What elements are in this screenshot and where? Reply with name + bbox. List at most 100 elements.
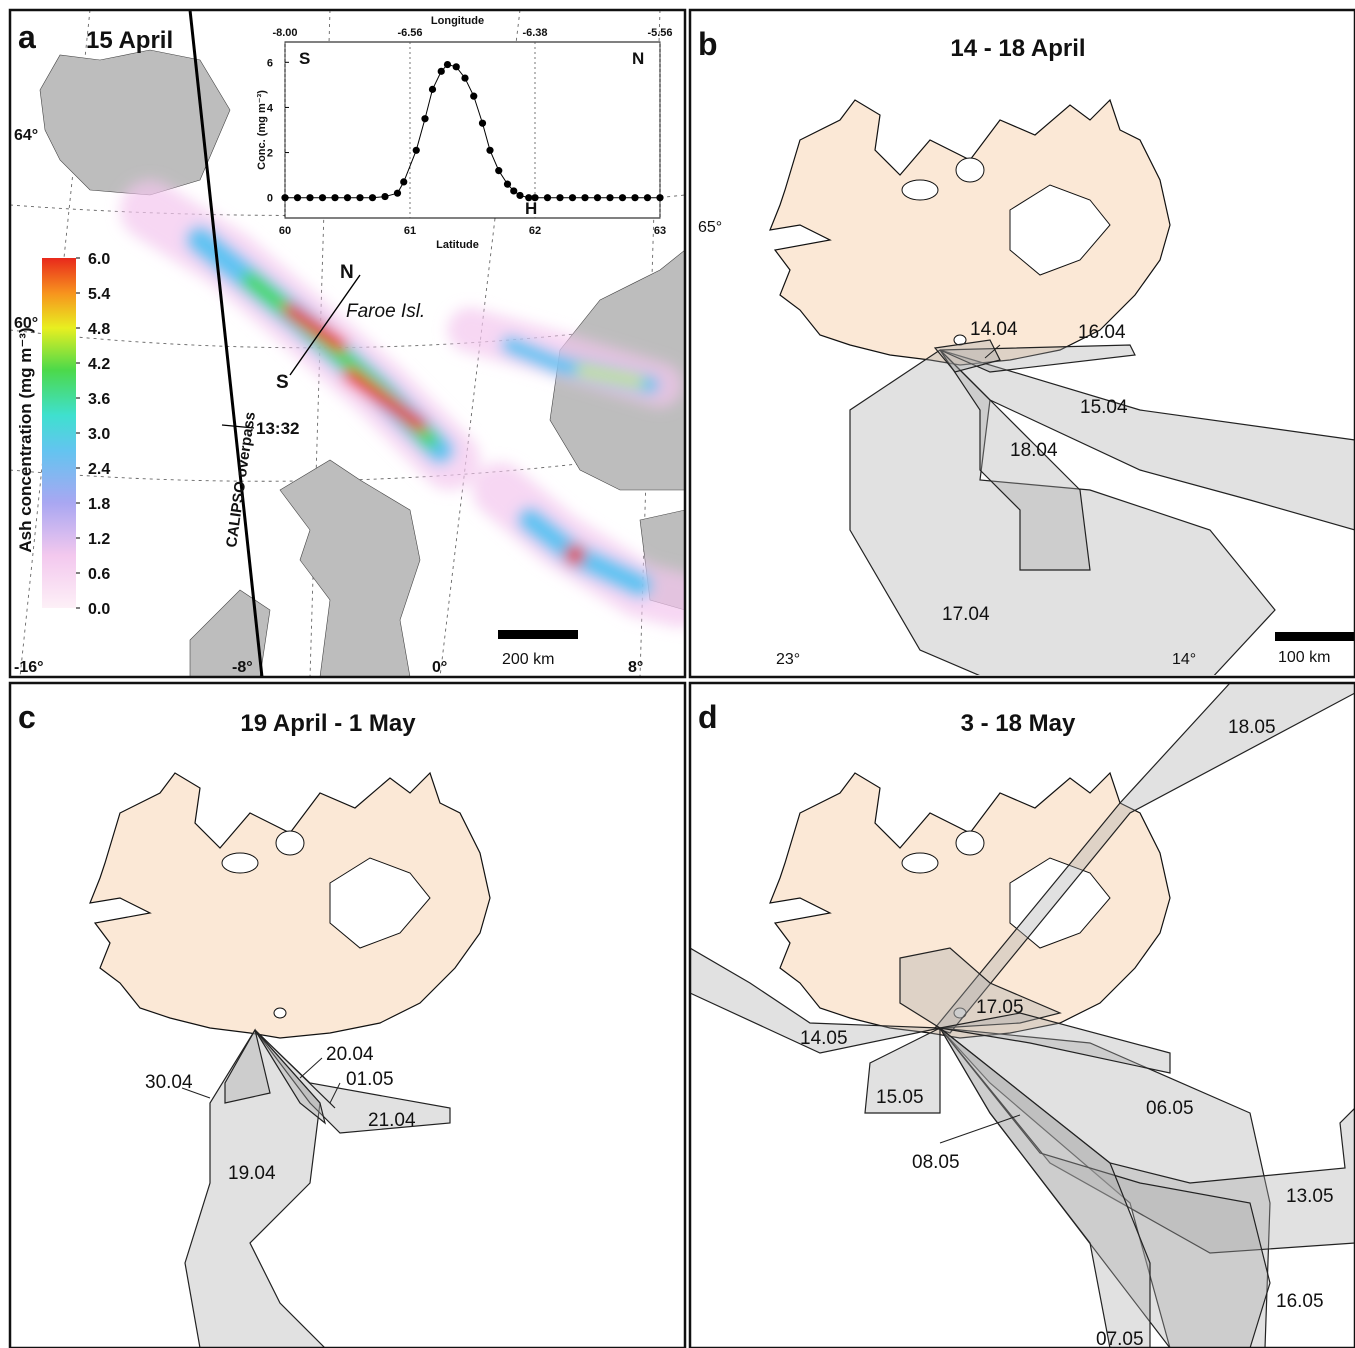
inset-frame: [285, 42, 660, 218]
panel-d: d 3 - 18 May 18.05 17.05 14.05 15.05 06.…: [690, 683, 1355, 1348]
data-point: [486, 147, 493, 154]
colorbar-tick-label: 2.4: [88, 461, 110, 478]
colorbar-tick-label: 6.0: [88, 251, 110, 268]
plume-label: 30.04: [145, 1072, 193, 1093]
plume-label: 20.04: [326, 1044, 374, 1065]
plume-label: 13.05: [1286, 1186, 1334, 1207]
data-point: [619, 194, 626, 201]
scale-bar: [1275, 632, 1355, 641]
overpass-label: CALIPSO overpass: [223, 411, 259, 549]
panel-letter: b: [698, 26, 718, 62]
plume-label: 08.05: [912, 1152, 960, 1173]
lon-label: 0°: [432, 659, 447, 676]
data-point: [306, 194, 313, 201]
data-point: [606, 194, 613, 201]
data-point: [453, 63, 460, 70]
plume-label: 19.04: [228, 1163, 276, 1184]
colorbar-tick-label: 0.6: [88, 566, 110, 583]
data-point: [531, 194, 538, 201]
panel-b: b 14 - 18 April 65° 23° 14° 100 km 14.04…: [698, 26, 1355, 680]
data-point: [394, 190, 401, 197]
x-tick-label: 62: [529, 225, 541, 237]
top-tick-label: -6.56: [397, 27, 422, 39]
top-axis-label: Longitude: [431, 15, 484, 27]
data-point: [331, 194, 338, 201]
y-axis-label: Conc. (mg m⁻³): [256, 90, 268, 170]
x-tick-label: 63: [654, 225, 666, 237]
colorbar-tick-label: 3.0: [88, 426, 110, 443]
data-point: [294, 194, 301, 201]
plume-label: 15.05: [876, 1087, 924, 1108]
corner-label: H: [525, 199, 537, 218]
colorbar-tick-label: 5.4: [88, 286, 110, 303]
data-point: [510, 187, 517, 194]
scale-label: 200 km: [502, 651, 554, 668]
data-point: [438, 68, 445, 75]
colorbar-ticks: 0.00.61.21.82.43.03.64.24.85.46.0: [76, 251, 110, 618]
place-label: Faroe Isl.: [346, 301, 425, 322]
data-point: [381, 193, 388, 200]
plume-label: 15.04: [1080, 397, 1128, 418]
data-point: [281, 194, 288, 201]
top-tick-label: -8.00: [272, 27, 297, 39]
iceland: [90, 773, 490, 1038]
plume-label: 18.05: [1228, 717, 1276, 738]
data-point: [631, 194, 638, 201]
plume-label: 17.04: [942, 604, 990, 625]
data-point: [556, 194, 563, 201]
data-point: [421, 115, 428, 122]
colorbar-tick-label: 1.8: [88, 496, 110, 513]
plume-label: 18.04: [1010, 440, 1058, 461]
panel-title: 19 April - 1 May: [240, 710, 416, 737]
page: {"panels": { "a": {"letter": "a", "title…: [0, 0, 1355, 1348]
scale-label: 100 km: [1278, 649, 1330, 666]
plume-label: 07.05: [1096, 1329, 1144, 1348]
data-point: [581, 194, 588, 201]
colorbar-title: Ash concentration (mg m⁻³): [16, 327, 35, 552]
data-point: [495, 167, 502, 174]
data-point: [544, 194, 551, 201]
plume-label: 14.05: [800, 1028, 848, 1049]
data-point: [470, 93, 477, 100]
data-point: [356, 194, 363, 201]
y-tick-label: 0: [267, 193, 273, 205]
x-tick-label: 61: [404, 225, 416, 237]
colorbar-tick-label: 1.2: [88, 531, 110, 548]
data-point: [504, 181, 511, 188]
transect-label: S: [276, 372, 289, 393]
data-point: [344, 194, 351, 201]
panel-title: 14 - 18 April: [950, 35, 1085, 62]
plume-label: 01.05: [346, 1069, 394, 1090]
data-point: [444, 61, 451, 68]
data-point: [461, 75, 468, 82]
panel-letter: d: [698, 699, 718, 735]
data-point: [656, 194, 663, 201]
panel-letter: c: [18, 699, 36, 735]
lat-label: 64°: [14, 127, 38, 144]
plume-label: 21.04: [368, 1110, 416, 1131]
corner-label: N: [632, 49, 644, 68]
plume-label: 06.05: [1146, 1098, 1194, 1119]
data-point: [569, 194, 576, 201]
top-tick-label: -5.56: [647, 27, 672, 39]
data-point: [400, 178, 407, 185]
top-tick-label: -6.38: [522, 27, 547, 39]
x-axis-label: Latitude: [436, 239, 479, 251]
data-point: [594, 194, 601, 201]
panel-title: 15 April: [86, 27, 173, 54]
lat-label: 65°: [698, 219, 722, 236]
colorbar-tick-label: 0.0: [88, 601, 110, 618]
data-point: [479, 120, 486, 127]
overpass-time: 13:32: [256, 419, 299, 438]
panel-a: 60616263-8.00-6.56-6.38-5.560246Latitude…: [10, 10, 685, 677]
data-point: [413, 147, 420, 154]
plume-label: 17.05: [976, 997, 1024, 1018]
pointer: [300, 1058, 322, 1078]
panel-title: 3 - 18 May: [961, 710, 1076, 737]
scale-bar: [498, 630, 578, 639]
data-point: [516, 192, 523, 199]
plume-label: 16.05: [1276, 1291, 1324, 1312]
lon-label: 14°: [1172, 651, 1196, 668]
colorbar-tick-label: 3.6: [88, 391, 110, 408]
lon-label: 8°: [628, 659, 643, 676]
